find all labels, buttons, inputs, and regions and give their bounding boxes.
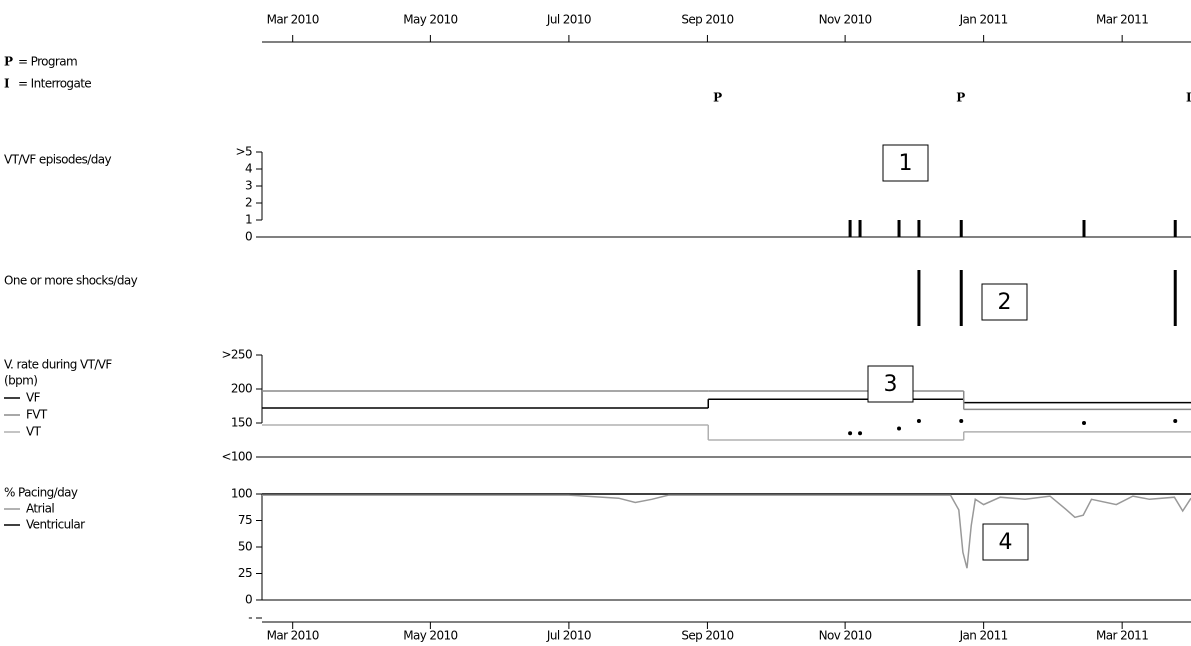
legend-label: Ventricular (26, 518, 85, 532)
y-tick-label: 50 (238, 539, 252, 553)
panel-title: % Pacing/day (4, 486, 78, 500)
y-tick-label: 100 (231, 487, 252, 501)
legend-symbol: I (4, 77, 10, 91)
y-tick-label: 1 (245, 213, 252, 227)
episode-bar (1082, 220, 1086, 237)
panel-title: V. rate during VT/VF (4, 358, 112, 372)
y-tick-label: 4 (245, 162, 252, 176)
y-tick-label: 0 (245, 230, 252, 244)
x-tick-label: Nov 2010 (819, 13, 872, 27)
legend-symbol: P (4, 55, 13, 69)
annotation-label: 4 (999, 530, 1013, 555)
x-tick-label: Jul 2010 (546, 629, 591, 643)
episode-bar (858, 220, 862, 237)
panel-title: VT/VF episodes/day (4, 153, 112, 167)
y-tick-label: 200 (231, 382, 252, 396)
legend-label: = Interrogate (18, 77, 91, 91)
y-tick-label: 75 (238, 513, 252, 527)
shock-bar (959, 270, 963, 326)
y-tick-label: 3 (245, 179, 252, 193)
episode-bar (959, 220, 963, 237)
episode-bar (897, 220, 901, 237)
y-tick-label: - (248, 611, 252, 625)
y-tick-label: 150 (231, 416, 252, 430)
x-tick-label: Jan 2011 (959, 13, 1008, 27)
episode-bar (848, 220, 852, 237)
legend-label: FVT (26, 408, 48, 422)
annotation-box (982, 523, 1029, 561)
y-tick-label: 25 (238, 566, 252, 580)
annotation-box (867, 365, 914, 403)
x-tick-label: Sep 2010 (681, 13, 733, 27)
y-tick-label: >5 (236, 145, 253, 159)
annotation-box (882, 144, 929, 182)
episode-rate-dot (916, 418, 921, 423)
x-tick-label: Mar 2010 (267, 13, 319, 27)
x-tick-label: Sep 2010 (681, 629, 733, 643)
legend-label: Atrial (26, 502, 54, 516)
shock-bar (917, 270, 921, 326)
y-tick-label: 2 (245, 196, 252, 210)
annotation-label: 3 (884, 372, 898, 397)
panel-title: (bpm) (4, 374, 37, 388)
x-tick-label: Mar 2010 (267, 629, 319, 643)
episode-rate-dot (959, 418, 964, 423)
x-tick-label: Mar 2011 (1096, 13, 1148, 27)
episode-rate-dot (858, 431, 863, 436)
x-tick-label: Nov 2010 (819, 629, 872, 643)
legend-label: VF (26, 391, 41, 405)
panel-title: One or more shocks/day (4, 274, 138, 288)
event-symbol: P (956, 91, 965, 105)
y-tick-label: 0 (245, 592, 252, 606)
event-symbol: I (1186, 91, 1191, 105)
episode-rate-dot (848, 431, 853, 436)
y-tick-label: <100 (221, 450, 252, 464)
x-tick-label: May 2010 (403, 629, 457, 643)
pacing-line (262, 494, 1191, 569)
x-tick-label: Jul 2010 (546, 13, 591, 27)
x-tick-label: Mar 2011 (1096, 629, 1148, 643)
legend-label: = Program (18, 55, 77, 69)
episode-bar (917, 220, 921, 237)
episode-bar (1173, 220, 1177, 237)
y-tick-label: >250 (221, 348, 252, 362)
x-tick-label: May 2010 (403, 13, 457, 27)
annotation-label: 1 (899, 151, 913, 176)
annotation-label: 2 (998, 290, 1012, 315)
event-symbol: P (713, 91, 722, 105)
legend-label: VT (26, 425, 42, 439)
annotation-box (981, 283, 1028, 321)
x-tick-label: Jan 2011 (959, 629, 1008, 643)
episode-rate-dot (1173, 418, 1178, 423)
annotation-boxes: 1 2 3 4 (867, 144, 1029, 561)
shock-bar (1173, 270, 1177, 326)
episode-rate-dot (897, 426, 902, 431)
episode-rate-dot (1081, 421, 1086, 425)
